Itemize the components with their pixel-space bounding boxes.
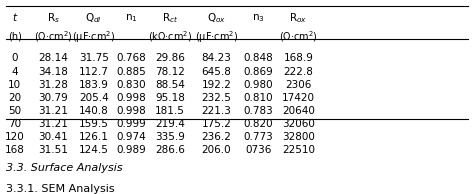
Text: 0.810: 0.810 [243, 93, 273, 102]
Text: 168: 168 [5, 145, 25, 155]
Text: 335.9: 335.9 [155, 132, 185, 142]
Text: 50: 50 [8, 106, 21, 115]
Text: Q$_{ox}$: Q$_{ox}$ [207, 11, 226, 25]
Text: 0.869: 0.869 [243, 67, 273, 76]
Text: 17420: 17420 [282, 93, 315, 102]
Text: 0.783: 0.783 [243, 106, 273, 115]
Text: 286.6: 286.6 [155, 145, 185, 155]
Text: 112.7: 112.7 [79, 67, 109, 76]
Text: 29.86: 29.86 [155, 54, 185, 63]
Text: 0.820: 0.820 [243, 119, 273, 129]
Text: 205.4: 205.4 [79, 93, 109, 102]
Text: t: t [12, 13, 17, 23]
Text: 0736: 0736 [245, 145, 272, 155]
Text: 0: 0 [11, 54, 18, 63]
Text: 84.23: 84.23 [201, 54, 231, 63]
Text: 30.41: 30.41 [38, 132, 68, 142]
Text: 222.8: 222.8 [283, 67, 313, 76]
Text: 34.18: 34.18 [38, 67, 68, 76]
Text: 22510: 22510 [282, 145, 315, 155]
Text: 28.14: 28.14 [38, 54, 68, 63]
Text: 126.1: 126.1 [79, 132, 109, 142]
Text: 124.5: 124.5 [79, 145, 109, 155]
Text: 159.5: 159.5 [79, 119, 109, 129]
Text: 32800: 32800 [282, 132, 315, 142]
Text: 168.9: 168.9 [283, 54, 313, 63]
Text: 95.18: 95.18 [155, 93, 185, 102]
Text: 0.848: 0.848 [243, 54, 273, 63]
Text: 78.12: 78.12 [155, 67, 185, 76]
Text: 0.980: 0.980 [243, 80, 273, 89]
Text: 0.974: 0.974 [117, 132, 146, 142]
Text: 30.79: 30.79 [38, 93, 68, 102]
Text: R$_s$: R$_s$ [47, 11, 60, 25]
Text: 232.5: 232.5 [201, 93, 231, 102]
Text: 3.3. Surface Analysis: 3.3. Surface Analysis [6, 163, 123, 173]
Text: 183.9: 183.9 [79, 80, 109, 89]
Text: (Ω·cm$^2$): (Ω·cm$^2$) [279, 29, 318, 44]
Text: (μF·cm$^2$): (μF·cm$^2$) [72, 29, 115, 45]
Text: 70: 70 [8, 119, 21, 129]
Text: 0.998: 0.998 [117, 93, 146, 102]
Text: 221.3: 221.3 [201, 106, 231, 115]
Text: 219.4: 219.4 [155, 119, 185, 129]
Text: 4: 4 [11, 67, 18, 76]
Text: Q$_{dl}$: Q$_{dl}$ [85, 11, 102, 25]
Text: (h): (h) [8, 32, 21, 42]
Text: (μF·cm$^2$): (μF·cm$^2$) [195, 29, 238, 45]
Text: 20640: 20640 [282, 106, 315, 115]
Text: 120: 120 [5, 132, 25, 142]
Text: 20: 20 [8, 93, 21, 102]
Text: 0.885: 0.885 [117, 67, 146, 76]
Text: 88.54: 88.54 [155, 80, 185, 89]
Text: (Ω·cm$^2$): (Ω·cm$^2$) [34, 29, 73, 44]
Text: 0.773: 0.773 [243, 132, 273, 142]
Text: 31.28: 31.28 [38, 80, 68, 89]
Text: R$_{ct}$: R$_{ct}$ [162, 11, 178, 25]
Text: 0.999: 0.999 [117, 119, 146, 129]
Text: 0.998: 0.998 [117, 106, 146, 115]
Text: 0.989: 0.989 [117, 145, 146, 155]
Text: 3.3.1. SEM Analysis: 3.3.1. SEM Analysis [6, 184, 115, 193]
Text: 0.830: 0.830 [117, 80, 146, 89]
Text: 32060: 32060 [282, 119, 315, 129]
Text: 645.8: 645.8 [201, 67, 231, 76]
Text: 31.51: 31.51 [38, 145, 68, 155]
Text: n$_1$: n$_1$ [125, 12, 138, 24]
Text: 31.21: 31.21 [38, 106, 68, 115]
Text: 175.2: 175.2 [201, 119, 231, 129]
Text: 31.21: 31.21 [38, 119, 68, 129]
Text: 10: 10 [8, 80, 21, 89]
Text: (kΩ·cm$^2$): (kΩ·cm$^2$) [148, 29, 192, 44]
Text: 181.5: 181.5 [155, 106, 185, 115]
Text: 0.768: 0.768 [117, 54, 146, 63]
Text: 140.8: 140.8 [79, 106, 109, 115]
Text: 192.2: 192.2 [201, 80, 231, 89]
Text: 2306: 2306 [285, 80, 311, 89]
Text: R$_{ox}$: R$_{ox}$ [289, 11, 307, 25]
Text: 31.75: 31.75 [79, 54, 109, 63]
Text: n$_3$: n$_3$ [252, 12, 264, 24]
Text: 236.2: 236.2 [201, 132, 231, 142]
Text: 206.0: 206.0 [201, 145, 231, 155]
